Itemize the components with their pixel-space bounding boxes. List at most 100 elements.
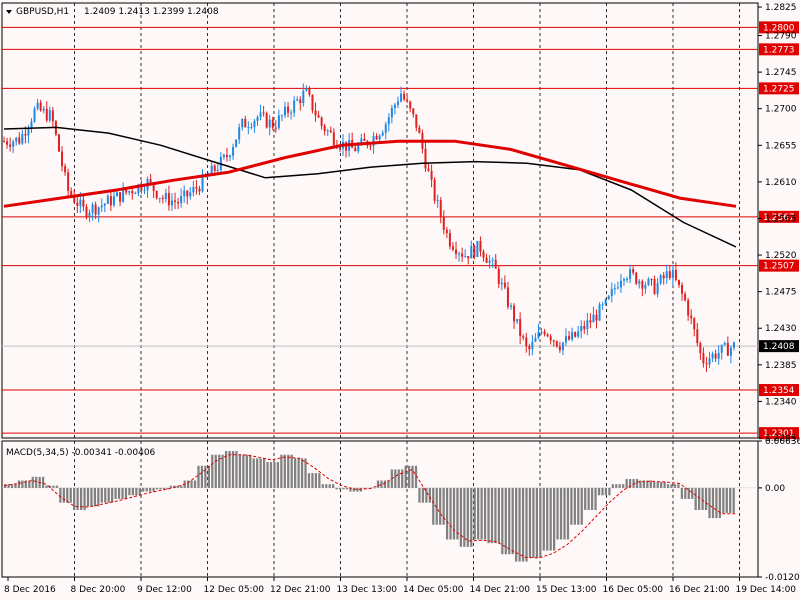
macd-bar <box>459 487 463 547</box>
candle-body <box>21 133 24 144</box>
macd-bar <box>366 487 369 489</box>
macd-bar <box>204 465 207 488</box>
candle-body <box>375 136 378 140</box>
candle-body <box>684 293 687 301</box>
candle-body <box>619 280 622 288</box>
x-tick-label: 14 Dec 21:00 <box>470 585 531 595</box>
candle-body <box>708 358 711 365</box>
macd-bar <box>418 487 421 503</box>
candle-body <box>293 100 296 113</box>
candle-body <box>259 112 262 118</box>
macd-bar <box>725 487 728 513</box>
macd-bar <box>497 487 501 544</box>
candlestick-series <box>3 83 735 372</box>
macd-y-tick-label: -0.01209 <box>765 573 800 583</box>
candle-body <box>595 314 598 321</box>
macd-bar <box>432 487 435 525</box>
macd-bar <box>211 454 214 488</box>
macd-bar <box>107 487 110 503</box>
grid-lines <box>1 2 759 578</box>
macd-bar <box>300 458 304 488</box>
macd-bar <box>425 487 428 503</box>
macd-bar <box>352 487 355 492</box>
macd-bar <box>111 487 114 503</box>
macd-bar <box>114 487 117 499</box>
macd-y-tick-label: 0.00636 <box>765 437 800 447</box>
candle-body <box>112 196 115 206</box>
y-tick-label: 1.2295 <box>765 434 797 444</box>
macd-bar <box>259 458 262 488</box>
candle-body <box>711 353 714 359</box>
macd-bar <box>290 454 293 488</box>
candle-body <box>476 240 479 257</box>
candle-body <box>693 318 696 330</box>
candle-body <box>583 326 586 330</box>
candle-body <box>415 114 418 128</box>
macd-bar <box>435 487 438 525</box>
candle-body <box>406 99 409 102</box>
candle-body <box>659 275 662 284</box>
level-label: 1.2354 <box>763 386 795 396</box>
macd-bar <box>273 462 276 488</box>
time-axis: 8 Dec 2016 8 Dec 20:00 9 Dec 12:00 12 Dec 0… <box>4 577 796 595</box>
macd-bar <box>501 487 504 555</box>
macd-bar <box>566 487 570 540</box>
macd-bar <box>55 485 59 488</box>
candle-body <box>473 246 476 257</box>
candle-body <box>403 93 406 100</box>
macd-bar <box>660 481 663 488</box>
menu-triangle-icon[interactable] <box>6 10 12 14</box>
candle-body <box>3 141 5 143</box>
macd-bar <box>79 487 83 510</box>
macd-bar <box>632 479 635 488</box>
candle-body <box>632 269 635 273</box>
macd-bar <box>414 465 418 488</box>
x-tick-label: 16 Dec 21:00 <box>669 585 730 595</box>
level-label: 1.2301 <box>763 429 795 439</box>
macd-bar <box>325 484 328 488</box>
candle-body <box>723 342 726 345</box>
macd-bar <box>131 487 135 496</box>
candle-body <box>195 187 198 189</box>
level-label: 1.2800 <box>763 23 795 33</box>
candle-body <box>439 200 442 217</box>
candle-body <box>155 190 158 199</box>
macd-bar <box>587 487 590 510</box>
candle-body <box>534 337 537 342</box>
macd-bar <box>718 487 721 519</box>
x-tick-label: 12 Dec 05:00 <box>204 585 265 595</box>
macd-bar <box>525 487 528 562</box>
level-badge <box>759 43 799 56</box>
macd-bar <box>376 480 380 488</box>
macd-bar <box>628 479 632 488</box>
macd-bar <box>573 487 576 525</box>
candle-body <box>274 127 277 129</box>
macd-bar <box>117 487 121 499</box>
macd-bar <box>252 458 255 488</box>
macd-y-tick-label: 0.00 <box>765 484 785 494</box>
macd-bar <box>197 465 200 488</box>
candle-body <box>610 288 613 296</box>
macd-bar <box>100 487 103 503</box>
macd-bar <box>383 480 387 488</box>
candle-body <box>73 195 76 203</box>
macd-bar <box>59 487 62 503</box>
macd-bar <box>207 465 210 488</box>
level-badge <box>759 82 799 95</box>
macd-bar <box>618 484 621 488</box>
macd-bar <box>307 473 311 488</box>
candle-body <box>561 342 564 351</box>
candle-body <box>100 205 103 208</box>
candle-body <box>244 119 247 128</box>
macd-bar <box>580 487 583 525</box>
candle-body <box>177 201 180 204</box>
x-tick-label: 8 Dec 2016 <box>4 585 56 595</box>
level-label: 1.2567 <box>763 213 795 223</box>
macd-bar <box>694 487 697 510</box>
macd-bar <box>597 487 601 496</box>
candle-body <box>241 119 244 128</box>
candle-body <box>122 189 125 202</box>
candle-body <box>528 346 531 350</box>
candle-body <box>729 347 732 356</box>
macd-bar <box>276 462 280 488</box>
